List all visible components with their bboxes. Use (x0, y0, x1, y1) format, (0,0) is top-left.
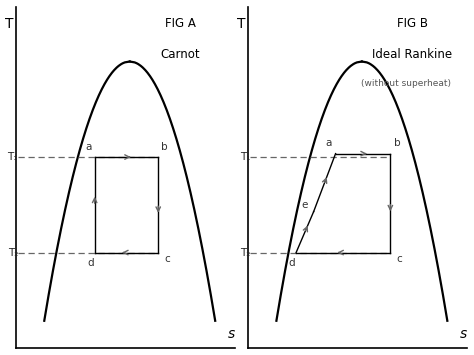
Text: T₂: T₂ (8, 247, 18, 257)
Text: FIG A: FIG A (164, 17, 196, 30)
Text: a: a (326, 138, 332, 148)
Text: c: c (396, 255, 402, 264)
Text: FIG B: FIG B (397, 17, 428, 30)
Text: Carnot: Carnot (160, 48, 200, 61)
Text: c: c (164, 255, 170, 264)
Text: s: s (228, 327, 235, 341)
Text: T₁: T₁ (239, 152, 250, 162)
Text: T: T (237, 17, 246, 31)
Text: T: T (5, 17, 13, 31)
Text: T₁: T₁ (8, 152, 18, 162)
Text: T₂: T₂ (240, 247, 250, 257)
Text: (without superheat): (without superheat) (361, 78, 451, 88)
Text: e: e (302, 200, 308, 210)
Text: s: s (460, 327, 467, 341)
Text: b: b (162, 142, 168, 152)
Text: a: a (85, 142, 91, 152)
Text: d: d (87, 258, 93, 268)
Text: Ideal Rankine: Ideal Rankine (372, 48, 452, 61)
Text: b: b (393, 138, 400, 148)
Text: d: d (289, 258, 295, 268)
